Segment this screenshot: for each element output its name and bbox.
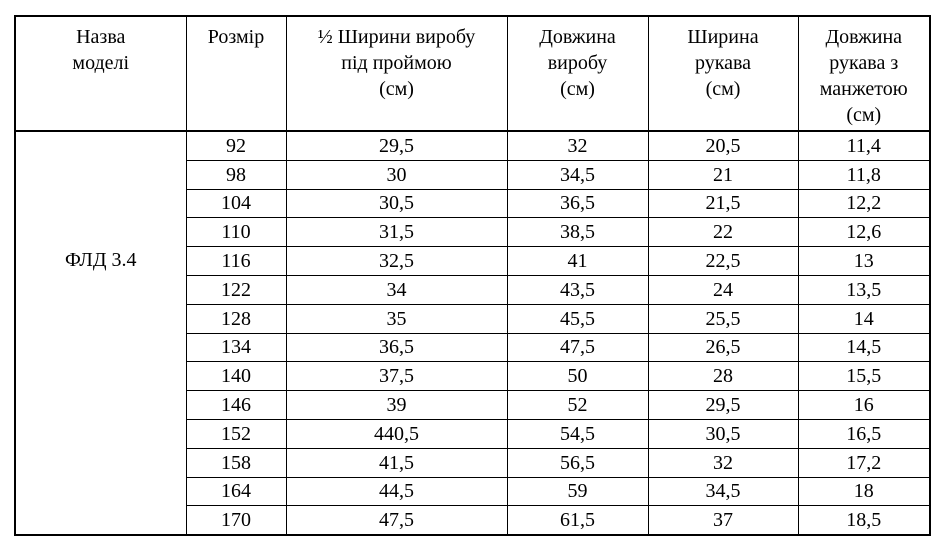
sleeve-cuff-length-cell: 14 <box>797 303 931 334</box>
table-row: ФЛД 3.4 92 29,5 32 20,5 11,4 <box>14 130 931 536</box>
size-cell: 152 <box>185 418 287 449</box>
sleeve-width-cell: 28 <box>647 361 799 392</box>
half-width-cell: 29,5 <box>285 130 508 161</box>
table-row: 110 31,5 38,5 22 12,6 <box>15 217 931 248</box>
sleeve-width-cell: 21 <box>647 159 799 190</box>
sleeve-cuff-length-cell: 18 <box>797 476 931 507</box>
sleeve-width-cell: 20,5 <box>647 130 799 161</box>
sleeve-cuff-length-cell: 12,6 <box>797 217 931 248</box>
size-cell: 116 <box>185 246 287 276</box>
size-cell: 110 <box>185 217 287 248</box>
size-cell: 122 <box>185 274 287 305</box>
product-length-cell: 32 <box>506 130 649 161</box>
half-width-cell: 31,5 <box>285 217 508 248</box>
sleeve-width-cell: 25,5 <box>647 303 799 334</box>
product-length-cell: 36,5 <box>506 188 649 219</box>
product-length-cell: 47,5 <box>506 332 649 363</box>
size-cell: 158 <box>185 447 287 478</box>
table-row: 128 35 45,5 25,5 14 <box>15 303 931 334</box>
product-length-cell: 34,5 <box>506 159 649 190</box>
model-name-cell: ФЛД 3.4 <box>14 130 187 536</box>
sleeve-cuff-length-cell: 17,2 <box>797 447 931 478</box>
product-length-cell: 56,5 <box>506 447 649 478</box>
half-width-cell: 44,5 <box>285 476 508 507</box>
half-width-cell: 440,5 <box>285 418 508 449</box>
sleeve-width-cell: 34,5 <box>647 476 799 507</box>
sleeve-cuff-length-cell: 13 <box>797 246 931 276</box>
sleeve-cuff-length-cell: 12,2 <box>797 188 931 219</box>
sleeve-cuff-length-cell: 15,5 <box>797 361 931 392</box>
table-row: 152 440,5 54,5 30,5 16,5 <box>15 418 931 449</box>
half-width-cell: 35 <box>285 303 508 334</box>
size-cell: 140 <box>185 361 287 392</box>
size-cell: 164 <box>185 476 287 507</box>
column-header-half-width: ½ Ширини виробу під проймою (см) <box>285 15 508 132</box>
column-header-size: Розмір <box>185 15 287 132</box>
table-row: 158 41,5 56,5 32 17,2 <box>15 447 931 478</box>
half-width-cell: 36,5 <box>285 332 508 363</box>
column-header-sleeve-cuff-length: Довжина рукава з манжетою (см) <box>797 15 931 132</box>
half-width-cell: 47,5 <box>285 505 508 536</box>
sleeve-width-cell: 26,5 <box>647 332 799 363</box>
sleeve-width-cell: 21,5 <box>647 188 799 219</box>
half-width-cell: 32,5 <box>285 246 508 276</box>
size-table: Назва моделі Розмір ½ Ширини виробу під … <box>14 15 931 537</box>
sleeve-width-cell: 32 <box>647 447 799 478</box>
column-header-model-name: Назва моделі <box>14 15 187 132</box>
sleeve-cuff-length-cell: 11,4 <box>797 130 931 161</box>
half-width-cell: 37,5 <box>285 361 508 392</box>
sleeve-width-cell: 24 <box>647 274 799 305</box>
sleeve-cuff-length-cell: 16,5 <box>797 418 931 449</box>
table-row: 164 44,5 59 34,5 18 <box>15 476 931 507</box>
size-cell: 92 <box>185 130 287 161</box>
product-length-cell: 59 <box>506 476 649 507</box>
half-width-cell: 30,5 <box>285 188 508 219</box>
sleeve-width-cell: 30,5 <box>647 418 799 449</box>
table-row: 98 30 34,5 21 11,8 <box>15 159 931 190</box>
table-row: 104 30,5 36,5 21,5 12,2 <box>15 188 931 219</box>
size-cell: 146 <box>185 390 287 420</box>
table-header-row: Назва моделі Розмір ½ Ширини виробу під … <box>14 15 931 132</box>
size-cell: 170 <box>185 505 287 536</box>
size-cell: 104 <box>185 188 287 219</box>
sleeve-width-cell: 37 <box>647 505 799 536</box>
product-length-cell: 52 <box>506 390 649 420</box>
sleeve-cuff-length-cell: 14,5 <box>797 332 931 363</box>
sleeve-cuff-length-cell: 16 <box>797 390 931 420</box>
product-length-cell: 54,5 <box>506 418 649 449</box>
product-length-cell: 38,5 <box>506 217 649 248</box>
product-length-cell: 41 <box>506 246 649 276</box>
sleeve-width-cell: 29,5 <box>647 390 799 420</box>
sleeve-cuff-length-cell: 11,8 <box>797 159 931 190</box>
product-length-cell: 61,5 <box>506 505 649 536</box>
half-width-cell: 34 <box>285 274 508 305</box>
size-cell: 134 <box>185 332 287 363</box>
size-cell: 128 <box>185 303 287 334</box>
sleeve-width-cell: 22,5 <box>647 246 799 276</box>
table-body: ФЛД 3.4 92 29,5 32 20,5 11,4 98 30 34,5 21 11,8 104… <box>14 130 931 536</box>
product-length-cell: 45,5 <box>506 303 649 334</box>
column-header-sleeve-width: Ширина рукава (см) <box>647 15 799 132</box>
table-row: 116 32,5 41 22,5 13 <box>15 246 931 276</box>
sleeve-cuff-length-cell: 18,5 <box>797 505 931 536</box>
size-cell: 98 <box>185 159 287 190</box>
product-length-cell: 50 <box>506 361 649 392</box>
half-width-cell: 39 <box>285 390 508 420</box>
sleeve-cuff-length-cell: 13,5 <box>797 274 931 305</box>
half-width-cell: 30 <box>285 159 508 190</box>
half-width-cell: 41,5 <box>285 447 508 478</box>
column-header-product-length: Довжина виробу (см) <box>506 15 649 132</box>
table-row: 170 47,5 61,5 37 18,5 <box>15 505 931 536</box>
table-row: 146 39 52 29,5 16 <box>15 390 931 420</box>
table-row: 122 34 43,5 24 13,5 <box>15 274 931 305</box>
product-length-cell: 43,5 <box>506 274 649 305</box>
sleeve-width-cell: 22 <box>647 217 799 248</box>
